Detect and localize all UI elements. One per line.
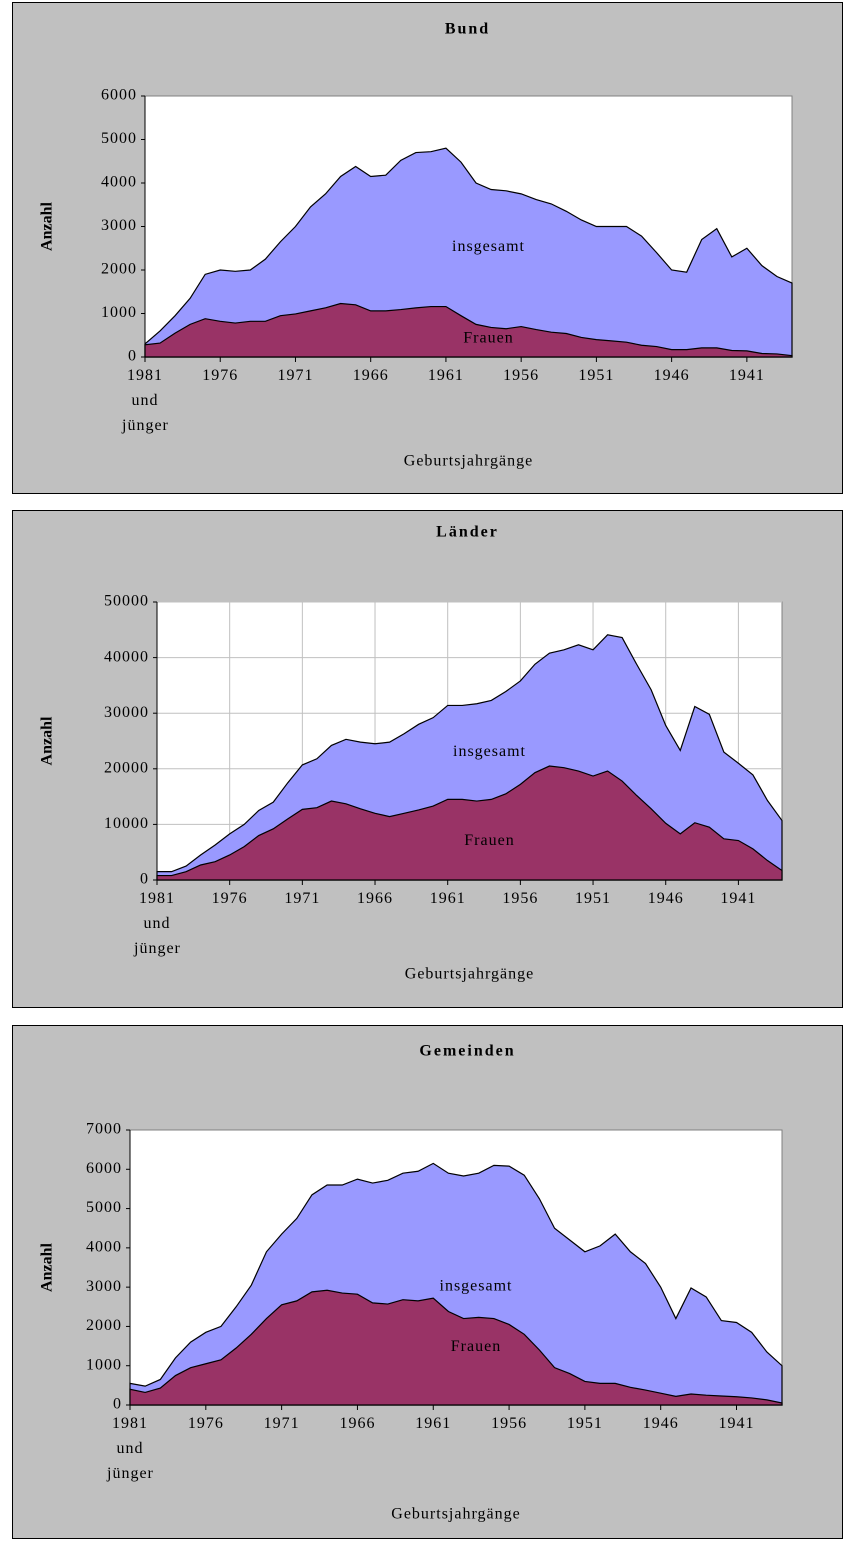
- area: [129, 1289, 783, 1406]
- y-tick-label: 4000: [86, 1239, 122, 1256]
- x-tick-label: 1946: [647, 890, 684, 907]
- x-tick-label: 1976: [211, 890, 248, 907]
- series-label: insgesamt: [440, 1277, 513, 1294]
- y-tick-label: 5000: [101, 130, 137, 147]
- x-axis-label: Geburtsjahrgänge: [391, 1506, 520, 1523]
- area: [144, 302, 793, 358]
- x-axis-label: Geburtsjahrgänge: [404, 453, 533, 470]
- x-tick-label: 1981 und jünger: [134, 890, 181, 957]
- x-tick-label: 1971: [277, 367, 314, 384]
- series-label: Frauen: [463, 329, 513, 346]
- y-tick-label: 0: [113, 1396, 122, 1413]
- x-tick-label: 1971: [263, 1415, 300, 1432]
- y-axis-label: Anzahl: [39, 716, 56, 765]
- x-tick-label: 1971: [284, 890, 321, 907]
- x-tick-label: 1946: [653, 367, 690, 384]
- x-tick-label: 1976: [187, 1415, 224, 1432]
- chart-title: Bund: [445, 21, 490, 38]
- series-label: insgesamt: [453, 743, 526, 760]
- x-tick-label: 1981 und jünger: [107, 1415, 154, 1482]
- x-tick-label: 1941: [728, 367, 765, 384]
- series-label: insgesamt: [452, 238, 525, 255]
- x-tick-label: 1951: [566, 1415, 603, 1432]
- x-tick-label: 1966: [352, 367, 389, 384]
- x-tick-label: 1961: [415, 1415, 452, 1432]
- series-label: Frauen: [451, 1338, 501, 1355]
- x-tick-label: 1976: [202, 367, 239, 384]
- y-tick-label: 7000: [86, 1121, 122, 1138]
- x-tick-label: 1941: [720, 890, 757, 907]
- y-tick-label: 0: [140, 871, 149, 888]
- x-tick-label: 1956: [491, 1415, 528, 1432]
- x-tick-label: 1941: [718, 1415, 755, 1432]
- x-tick-label: 1956: [502, 890, 539, 907]
- y-tick-label: 50000: [104, 593, 149, 610]
- area: [156, 765, 783, 881]
- y-tick-label: 1000: [86, 1356, 122, 1373]
- chart-title: Länder: [436, 524, 499, 541]
- x-tick-label: 1956: [503, 367, 540, 384]
- y-tick-label: 20000: [104, 759, 149, 776]
- y-axis-label: Anzahl: [39, 202, 56, 251]
- y-tick-label: 2000: [86, 1317, 122, 1334]
- y-tick-label: 10000: [104, 815, 149, 832]
- x-tick-label: 1961: [427, 367, 464, 384]
- y-tick-label: 2000: [101, 261, 137, 278]
- y-tick-label: 1000: [101, 304, 137, 321]
- y-tick-label: 40000: [104, 648, 149, 665]
- x-tick-label: 1951: [578, 367, 615, 384]
- series-label: Frauen: [464, 832, 514, 849]
- y-tick-label: 0: [128, 348, 137, 365]
- y-tick-label: 5000: [86, 1199, 122, 1216]
- x-tick-label: 1966: [339, 1415, 376, 1432]
- y-axis-label: Anzahl: [39, 1243, 56, 1292]
- y-tick-label: 30000: [104, 704, 149, 721]
- area: [144, 147, 793, 358]
- x-tick-label: 1966: [357, 890, 394, 907]
- y-tick-label: 3000: [86, 1278, 122, 1295]
- y-tick-label: 6000: [86, 1160, 122, 1177]
- x-tick-label: 1946: [642, 1415, 679, 1432]
- y-tick-label: 4000: [101, 174, 137, 191]
- y-tick-label: 3000: [101, 217, 137, 234]
- chart-title: Gemeinden: [419, 1043, 515, 1060]
- x-tick-label: 1951: [575, 890, 612, 907]
- x-axis-label: Geburtsjahrgänge: [405, 966, 534, 983]
- x-tick-label: 1961: [429, 890, 466, 907]
- y-tick-label: 6000: [101, 87, 137, 104]
- x-tick-label: 1981 und jünger: [122, 367, 169, 434]
